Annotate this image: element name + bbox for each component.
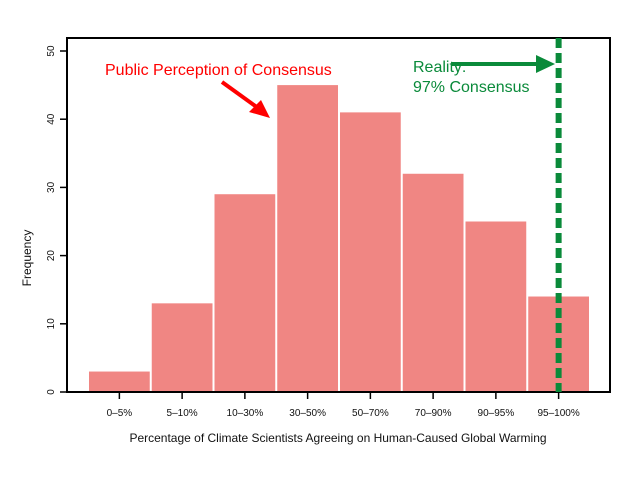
bar-4 <box>340 112 401 392</box>
public-perception-label: Public Perception of Consensus <box>105 62 332 79</box>
green-arrow-icon <box>452 55 555 73</box>
y-tick-label: 10 <box>46 318 57 330</box>
bar-2 <box>214 194 276 392</box>
y-tick-label: 0 <box>46 389 57 395</box>
y-tick-label: 50 <box>46 45 57 57</box>
x-tick-label: 70–90% <box>415 408 452 419</box>
y-tick-label: 40 <box>46 113 57 125</box>
x-tick-label: 30–50% <box>289 408 326 419</box>
bar-5 <box>402 173 464 392</box>
y-tick-label: 30 <box>46 181 57 193</box>
bars <box>89 85 589 392</box>
x-axis: 0–5% 5–10% 10–30% 30–50% 50–70% 70–90% 90–95% 9… <box>107 393 580 419</box>
x-axis-label: Percentage of Climate Scientists Agreein… <box>129 431 546 445</box>
x-tick-label: 50–70% <box>352 408 389 419</box>
y-tick-label: 20 <box>46 250 57 262</box>
x-tick-label: 95–100% <box>537 408 579 419</box>
y-axis-label: Frequency <box>20 230 34 287</box>
x-tick-label: 90–95% <box>478 408 515 419</box>
plot-frame <box>66 37 611 393</box>
bar-0 <box>89 371 150 392</box>
x-tick-label: 10–30% <box>227 408 264 419</box>
y-axis: 0 10 20 30 40 50 <box>46 45 67 395</box>
red-arrow-icon <box>220 80 270 118</box>
bar-3 <box>277 85 338 392</box>
x-tick-label: 0–5% <box>107 408 133 419</box>
bar-1 <box>151 303 213 392</box>
reality-label-line1: Reality: <box>413 59 466 76</box>
x-tick-label: 5–10% <box>167 408 198 419</box>
bar-6 <box>465 221 527 392</box>
reality-label-line2: 97% Consensus <box>413 79 530 96</box>
